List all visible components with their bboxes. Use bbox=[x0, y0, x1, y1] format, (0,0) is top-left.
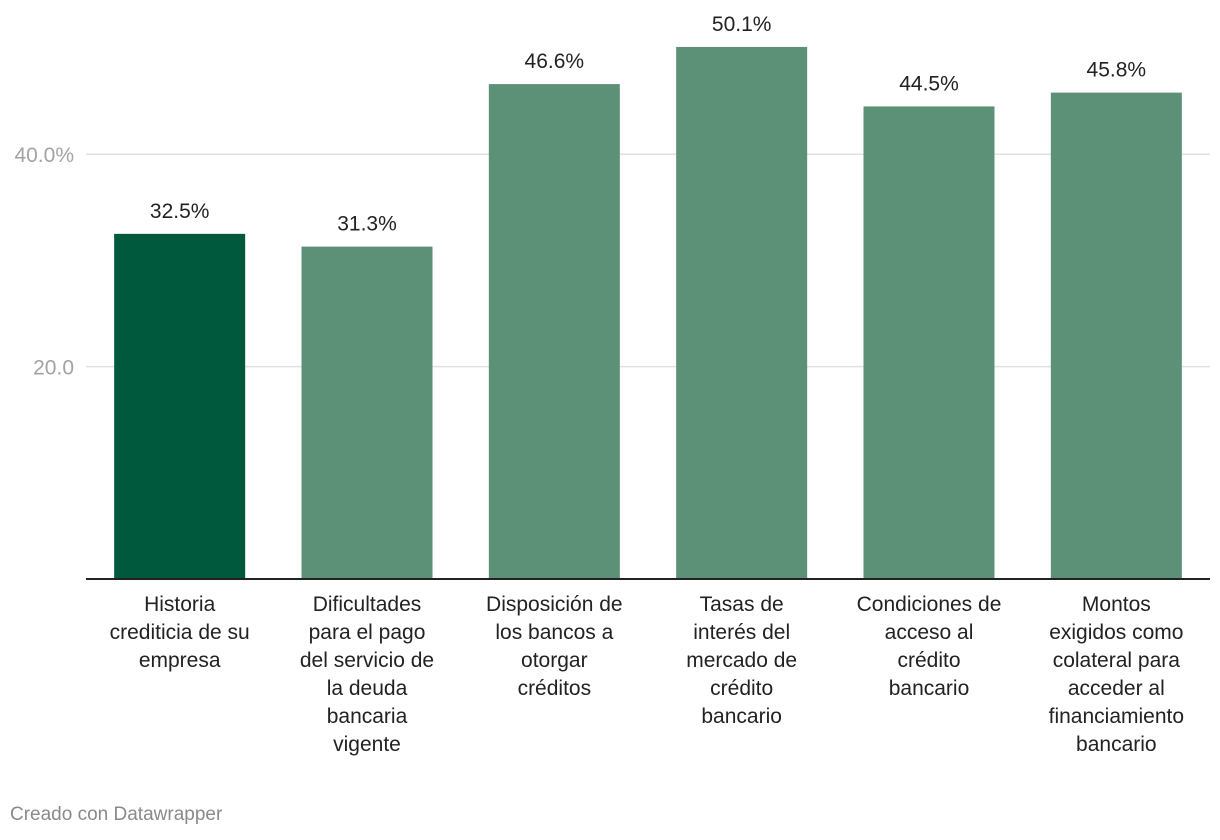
category-label-line: financiamiento bbox=[1049, 705, 1184, 728]
category-label-line: para el pago bbox=[309, 621, 426, 644]
category-label-line: Dificultades bbox=[313, 593, 422, 616]
category-label-line: del servicio de bbox=[300, 649, 434, 672]
value-label-5: 44.5% bbox=[899, 72, 959, 95]
y-tick-label-40: 40.0% bbox=[14, 144, 74, 167]
category-label-line: crédito bbox=[897, 649, 960, 672]
value-label-3: 46.6% bbox=[525, 50, 585, 73]
bar-chart: 20.0 40.0% 32.5% 31.3% 46.6% 50.1% 44.5% 45.8%… bbox=[14, 13, 1210, 756]
category-label-3: Disposición de los bancos a otorgar crédito… bbox=[486, 593, 623, 700]
bar-2 bbox=[301, 246, 433, 579]
category-label-2: Dificultades para el pago del servicio de l… bbox=[300, 593, 434, 756]
category-label-line: mercado de bbox=[686, 649, 797, 672]
category-label-line: créditos bbox=[518, 677, 592, 700]
value-label-6: 45.8% bbox=[1087, 59, 1147, 82]
category-label-line: Montos bbox=[1082, 593, 1151, 616]
datawrapper-credit[interactable]: Creado con Datawrapper bbox=[10, 804, 223, 825]
bars bbox=[86, 46, 1210, 580]
category-label-line: Condiciones de bbox=[857, 593, 1002, 616]
value-label-1: 32.5% bbox=[150, 200, 210, 223]
category-label-line: crédito bbox=[710, 677, 773, 700]
category-label-1: Historia crediticia de su empresa bbox=[110, 593, 250, 672]
category-label-line: crediticia de su bbox=[110, 621, 250, 644]
value-labels: 32.5% 31.3% 46.6% 50.1% 44.5% 45.8% bbox=[150, 13, 1146, 236]
category-label-6: Montos exigidos como colateral para acceder… bbox=[1049, 593, 1184, 756]
category-label-line: otorgar bbox=[521, 649, 588, 672]
category-label-line: los bancos a bbox=[495, 621, 613, 644]
category-label-line: empresa bbox=[139, 649, 221, 672]
category-label-line: Tasas de bbox=[700, 593, 784, 616]
category-label-line: exigidos como bbox=[1049, 621, 1183, 644]
gridlines: 20.0 40.0% bbox=[14, 144, 1210, 380]
y-tick-label-20: 20.0 bbox=[33, 357, 74, 380]
bar-1 bbox=[114, 233, 246, 579]
category-label-line: vigente bbox=[333, 733, 401, 756]
category-labels: Historia crediticia de su empresa Dificulta… bbox=[110, 593, 1184, 756]
category-label-line: bancario bbox=[889, 677, 970, 700]
bar-4 bbox=[676, 46, 808, 580]
category-label-5: Condiciones de acceso al crédito bancario bbox=[857, 593, 1002, 700]
category-label-4: Tasas de interés del mercado de crédito banc… bbox=[686, 593, 797, 728]
category-label-line: bancario bbox=[1076, 733, 1157, 756]
category-label-line: bancaria bbox=[327, 705, 408, 728]
value-label-4: 50.1% bbox=[712, 13, 772, 36]
category-label-line: acceder al bbox=[1068, 677, 1165, 700]
category-label-line: la deuda bbox=[327, 677, 408, 700]
category-label-line: Disposición de bbox=[486, 593, 623, 616]
bar-5 bbox=[863, 106, 995, 579]
bar-6 bbox=[1050, 92, 1182, 579]
category-label-line: acceso al bbox=[885, 621, 974, 644]
value-label-2: 31.3% bbox=[337, 213, 397, 236]
category-label-line: colateral para bbox=[1053, 649, 1181, 672]
category-label-line: bancario bbox=[701, 705, 782, 728]
bar-3 bbox=[488, 84, 620, 579]
category-label-line: Historia bbox=[144, 593, 216, 616]
category-label-line: interés del bbox=[693, 621, 790, 644]
